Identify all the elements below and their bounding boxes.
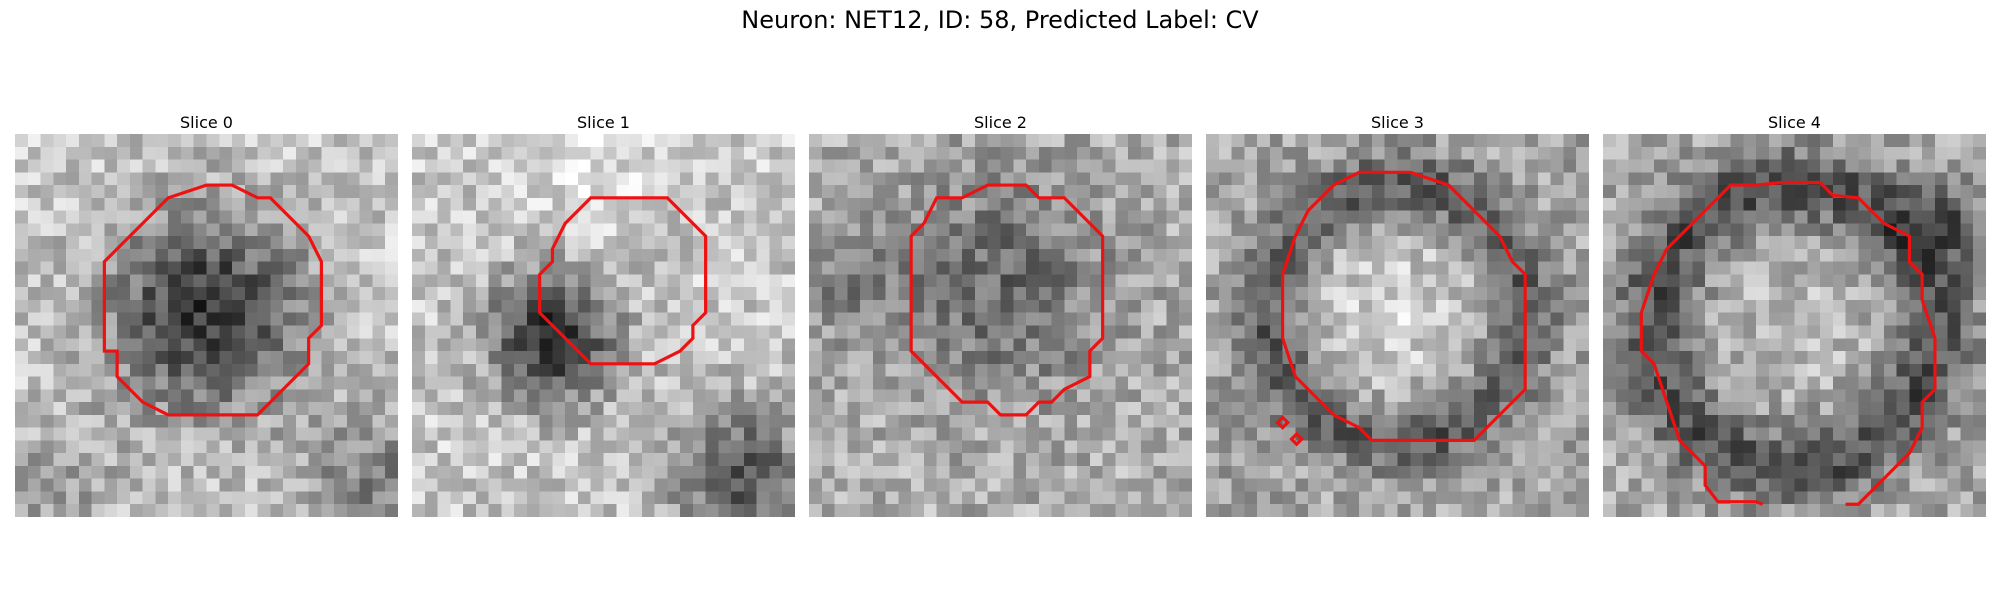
slice-contour-3 [1275,170,1527,447]
slice-contour-4 [1639,180,1937,506]
slice-contour-2 [909,183,1105,417]
slice-contour-1 [538,196,708,366]
slice-grayscale-0 [15,134,398,517]
slice-image-2 [809,134,1192,517]
slice-panel-0: Slice 0 [15,112,398,517]
slice-title-0: Slice 0 [180,113,233,132]
slice-image-1 [412,134,795,517]
slice-panel-4: Slice 4 [1603,112,1986,517]
slice-image-4 [1603,134,1986,517]
slice-title-1: Slice 1 [577,113,630,132]
slice-panel-2: Slice 2 [809,112,1192,517]
slice-title-4: Slice 4 [1768,113,1821,132]
slice-title-2: Slice 2 [974,113,1027,132]
slice-grayscale-2 [809,134,1192,517]
slice-title-3: Slice 3 [1371,113,1424,132]
slice-panel-1: Slice 1 [412,112,795,517]
slice-image-3 [1206,134,1589,517]
slice-grayscale-4 [1603,134,1986,517]
slice-image-0 [15,134,398,517]
slice-panel-3: Slice 3 [1206,112,1589,517]
slice-contour-0 [102,183,323,417]
figure-title: Neuron: NET12, ID: 58, Predicted Label: … [741,6,1259,34]
